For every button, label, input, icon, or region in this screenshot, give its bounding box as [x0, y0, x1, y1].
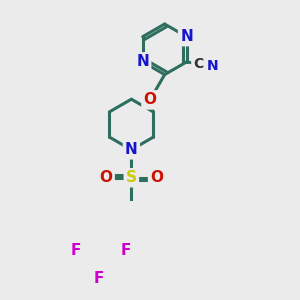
Text: N: N [136, 54, 149, 69]
Text: S: S [126, 170, 137, 185]
Text: C: C [193, 57, 203, 71]
Text: F: F [70, 243, 81, 258]
Text: O: O [100, 170, 112, 185]
Text: N: N [180, 29, 193, 44]
Text: O: O [150, 170, 163, 185]
Text: N: N [207, 59, 219, 73]
Text: F: F [94, 272, 104, 286]
Text: N: N [125, 142, 138, 157]
Text: O: O [143, 92, 157, 107]
Text: F: F [120, 243, 130, 258]
